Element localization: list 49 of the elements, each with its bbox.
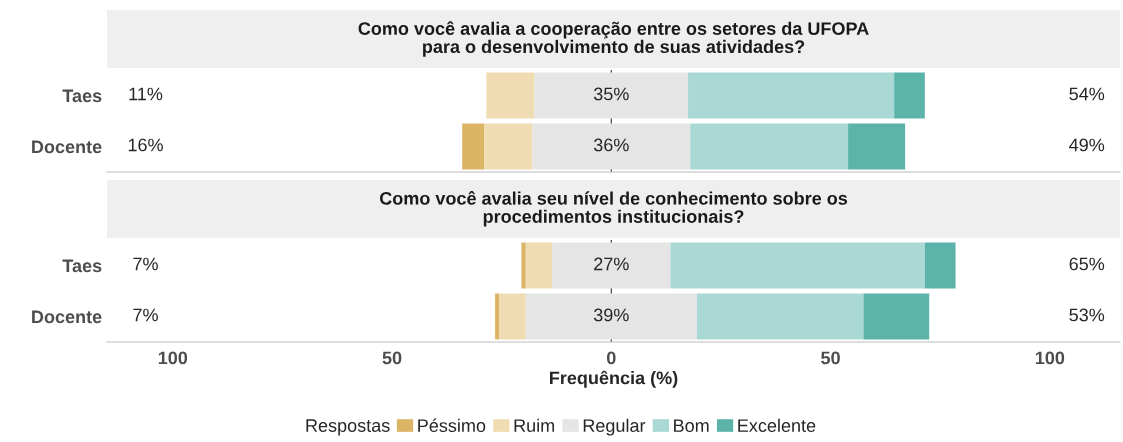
bar — [495, 293, 500, 340]
legend-label: Bom — [674, 419, 709, 433]
bar — [924, 242, 956, 289]
data-label: 36% — [593, 138, 629, 152]
bar — [552, 242, 671, 289]
data-label: 27% — [594, 257, 629, 271]
bar — [690, 123, 849, 170]
data-label: 35% — [593, 87, 629, 101]
legend-label: Regular — [583, 418, 646, 436]
data-label: 39% — [593, 308, 629, 322]
bar — [688, 72, 895, 119]
x-tick-label: 50 — [382, 351, 402, 365]
annotation: 65% — [1069, 257, 1105, 271]
bar — [696, 293, 864, 340]
bar — [534, 72, 689, 119]
bar — [848, 123, 906, 170]
annotation: 49% — [1069, 138, 1105, 152]
y-tick-label: Docente — [32, 140, 102, 154]
x-tick-label: 100 — [158, 351, 188, 365]
bar — [484, 123, 533, 170]
legend-label: Ruim — [514, 418, 555, 433]
legend-label: Péssimo — [418, 418, 486, 433]
bar — [670, 242, 925, 289]
legend-label: Excelente — [738, 418, 816, 433]
annotation: 53% — [1069, 308, 1105, 322]
y-tick-label: Taes — [62, 89, 102, 103]
bar — [532, 123, 691, 170]
y-tick-label: Taes — [62, 259, 102, 273]
y-tick-label: Docente — [32, 310, 102, 324]
annotation: 11% — [129, 87, 163, 101]
x-tick-label: 100 — [1035, 351, 1065, 365]
bar — [894, 72, 925, 119]
bar — [462, 123, 485, 170]
legend-title: Respostas — [306, 419, 390, 436]
chart-title: Como você avalia a cooperação entre os setores da UFOPA para o desenvolvimento de suas atividades? — [358, 21, 869, 57]
bar — [525, 242, 553, 289]
bar — [863, 293, 930, 340]
x-tick-label: 50 — [821, 351, 840, 365]
chart-title: Como você avalia seu nível de conhecimento sobre os procedimentos institucionais? — [379, 191, 848, 227]
annotation: 7% — [133, 308, 158, 322]
bar — [525, 293, 697, 340]
annotation: 54% — [1069, 87, 1105, 101]
annotation: 16% — [128, 138, 163, 152]
annotation: 7% — [133, 257, 158, 271]
x-tick-label: 0 — [607, 351, 616, 365]
bar — [486, 72, 535, 119]
bar — [521, 242, 526, 289]
bar — [499, 293, 526, 340]
x-axis-title: Frequência (%) — [550, 370, 678, 388]
